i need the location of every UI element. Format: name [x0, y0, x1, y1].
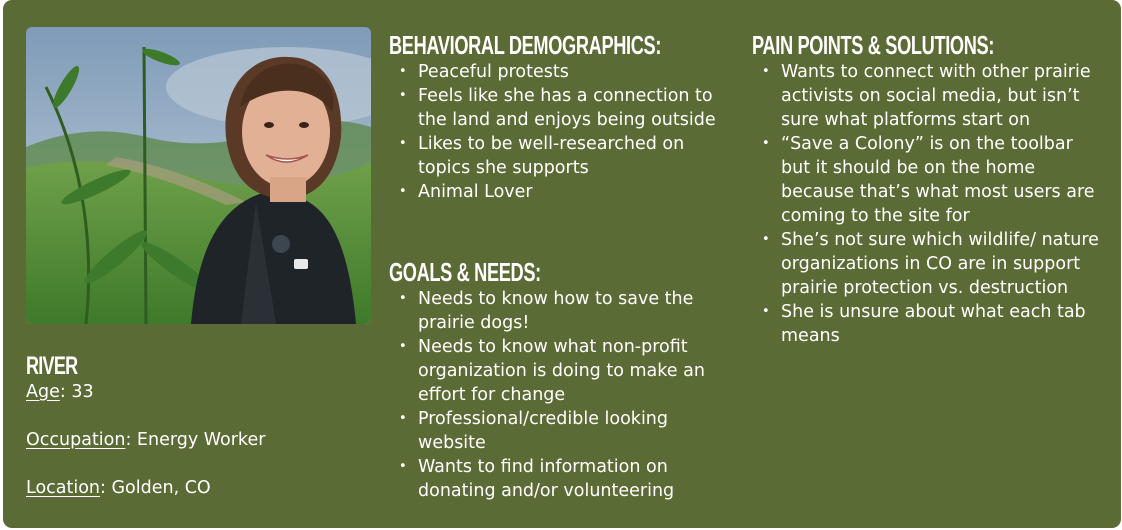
location-fact: Location: Golden, CO [26, 476, 265, 500]
list-item: • Needs to know how to save the prairie d… [389, 287, 739, 335]
list-item: • She’s not sure which wildlife/ nature o… [752, 228, 1104, 300]
list-item-text: Wants to find information on donating an… [418, 457, 675, 501]
list-item-text: Professional/credible looking website [418, 409, 669, 453]
persona-name: River [26, 352, 78, 380]
goals-section: Goals & Needs: • Needs to know how to sav… [389, 257, 739, 503]
pain-points-list: • Wants to connect with other prairie act… [752, 60, 1104, 348]
pain-points-section: Pain Points & Solutions: • Wants to conne… [752, 30, 1104, 348]
age-fact: Age: 33 [26, 380, 265, 404]
list-item-text: Needs to know what non-profit organizati… [418, 337, 705, 405]
list-item-text: Peaceful protests [418, 62, 569, 82]
list-item: • “Save a Colony” is on the toolbar but i… [752, 132, 1104, 228]
list-item: • Peaceful protests [389, 60, 739, 84]
goals-heading: Goals & Needs: [389, 257, 541, 287]
list-item: • Needs to know what non-profit organizat… [389, 335, 739, 407]
list-item: • Wants to find information on donating a… [389, 455, 739, 503]
list-item-text: She’s not sure which wildlife/ nature or… [781, 230, 1099, 298]
bullet-icon: • [399, 339, 407, 354]
behavioral-section: Behavioral Demographics: • Peaceful prote… [389, 30, 739, 204]
list-item: • Feels like she has a connection to the … [389, 84, 739, 132]
list-item-text: Animal Lover [418, 182, 533, 202]
behavioral-heading: Behavioral Demographics: [389, 30, 662, 60]
bullet-icon: • [762, 232, 770, 247]
persona-card: River Age: 33 Occupation: Energy Worker … [3, 0, 1121, 528]
bullet-icon: • [762, 64, 770, 79]
age-label: Age [26, 382, 60, 402]
occupation-label: Occupation [26, 430, 126, 450]
persona-info: River Age: 33 Occupation: Energy Worker … [26, 352, 265, 524]
location-value: : Golden, CO [100, 478, 211, 498]
list-item-text: Needs to know how to save the prairie do… [418, 289, 694, 333]
bullet-icon: • [399, 88, 407, 103]
bullet-icon: • [762, 304, 770, 319]
bullet-icon: • [399, 136, 407, 151]
age-value: : 33 [59, 382, 94, 402]
list-item-text: “Save a Colony” is on the toolbar but it… [781, 134, 1095, 226]
list-item: • Likes to be well-researched on topics s… [389, 132, 739, 180]
occupation-fact: Occupation: Energy Worker [26, 428, 265, 452]
bullet-icon: • [399, 184, 407, 199]
list-item: • Wants to connect with other prairie act… [752, 60, 1104, 132]
list-item-text: She is unsure about what each tab means [781, 302, 1086, 346]
list-item-text: Likes to be well-researched on topics sh… [418, 134, 685, 178]
list-item-text: Feels like she has a connection to the l… [418, 86, 716, 130]
list-item: • Professional/credible looking website [389, 407, 739, 455]
bullet-icon: • [399, 64, 407, 79]
pain-points-heading: Pain Points & Solutions: [752, 30, 995, 60]
bullet-icon: • [762, 136, 770, 151]
bullet-icon: • [399, 291, 407, 306]
list-item: • She is unsure about what each tab means [752, 300, 1104, 348]
list-item: • Animal Lover [389, 180, 739, 204]
list-item-text: Wants to connect with other prairie acti… [781, 62, 1091, 130]
location-label: Location [26, 478, 101, 498]
persona-photo-illustration [26, 27, 371, 324]
goals-list: • Needs to know how to save the prairie d… [389, 287, 739, 503]
occupation-value: : Energy Worker [125, 430, 266, 450]
bullet-icon: • [399, 411, 407, 426]
bullet-icon: • [399, 459, 407, 474]
persona-photo [26, 27, 371, 324]
behavioral-list: • Peaceful protests • Feels like she has a… [389, 60, 739, 204]
